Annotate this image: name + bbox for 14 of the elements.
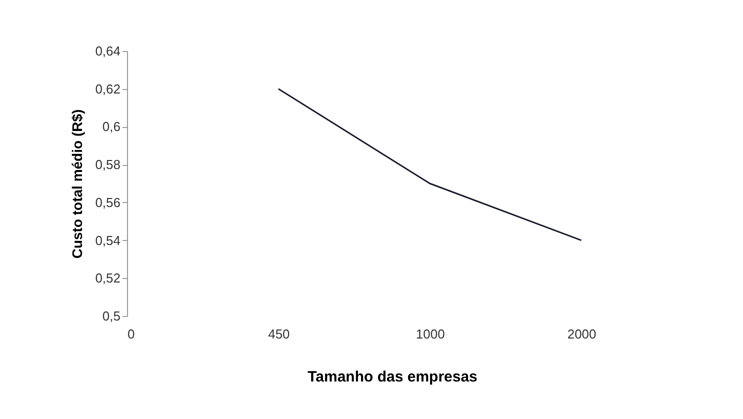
x-tick-label: 450	[268, 326, 290, 342]
x-tick-label: 0	[128, 326, 135, 342]
y-tick-label: 0,56	[95, 194, 120, 210]
y-tick-label: 0,64	[95, 44, 120, 58]
y-tick-label: 0,58	[95, 157, 120, 172]
x-axis-title: Tamanho das empresas	[308, 368, 478, 386]
y-tick-label: 0,6	[102, 119, 120, 134]
y-tick-label: 0,62	[95, 81, 120, 96]
y-axis-title: Custo total médio (R$)	[69, 109, 86, 259]
x-tick-label: 2000	[567, 326, 596, 342]
y-tick-label: 0,54	[95, 232, 120, 248]
y-tick-label: 0,5	[102, 308, 120, 324]
x-tick-label: 1000	[416, 326, 445, 342]
y-tick-label: 0,52	[95, 270, 120, 286]
